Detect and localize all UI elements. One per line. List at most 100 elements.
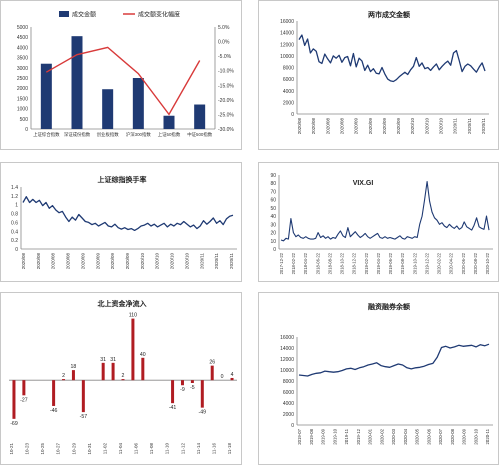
x-tick-label: 2019-04-22 <box>376 252 381 274</box>
bar <box>122 379 125 380</box>
x-tick-label: 2020/10 <box>184 253 189 270</box>
y-tick-label: 1500 <box>17 96 28 102</box>
x-tick-label: 2020/09 <box>110 253 115 270</box>
x-tick-label: 中证500指数 <box>187 131 212 138</box>
data-label: 4 <box>231 372 234 378</box>
x-tick-label: 2020-09 <box>462 428 467 444</box>
x-tick-label: 11-12 <box>180 443 185 455</box>
x-tick-label: 2019-07 <box>297 428 302 444</box>
x-tick-label: 2018-06-22 <box>315 252 320 274</box>
y-tick-label: 20 <box>270 231 276 237</box>
bar <box>82 380 85 412</box>
x-tick-label: 2020/09 <box>368 118 373 135</box>
x-tick-label: 11-16 <box>211 443 216 455</box>
bar <box>133 78 144 129</box>
x-tick-label: 创业板指数 <box>97 131 120 138</box>
bar <box>102 363 105 380</box>
x-tick-label: 2020/11 <box>199 253 204 269</box>
margin-chart: 融资融券余额0200040006000800010000120001400016… <box>259 293 499 466</box>
y-tick-label: 10000 <box>280 368 294 374</box>
bar <box>231 378 234 380</box>
x-tick-label: 2020-05 <box>415 428 420 444</box>
x-tick-label: 2017-12-22 <box>279 252 284 274</box>
data-label: 31 <box>110 357 116 363</box>
data-label: 2 <box>122 373 125 379</box>
x-tick-label: 11-10 <box>165 443 170 455</box>
data-label: 0 <box>221 374 224 380</box>
x-tick-label: 2019-12-22 <box>424 252 429 274</box>
x-tick-label: 2020/09 <box>354 118 359 135</box>
bar <box>191 380 194 383</box>
y-tick-label: 6000 <box>283 77 294 83</box>
bar <box>201 380 204 407</box>
y-tick-label: 0.4 <box>11 229 18 235</box>
y-tick-label: 16000 <box>280 19 294 25</box>
y-tick-label: 12000 <box>280 357 294 363</box>
x-tick-label: 10-25 <box>40 443 45 455</box>
y-tick-label: 2000 <box>17 86 28 92</box>
data-label: 40 <box>140 352 146 358</box>
x-tick-label: 2020-06 <box>426 428 431 444</box>
x-tick-label: 2020/10 <box>155 253 160 270</box>
y-tick-label: 5000 <box>17 25 28 31</box>
x-tick-label: 2019-10-22 <box>412 252 417 274</box>
chart-title: 融资融券余额 <box>368 302 410 311</box>
data-label: 2 <box>62 373 65 379</box>
x-tick-label: 10-21 <box>9 443 14 455</box>
chart-title: VIX.GI <box>353 180 374 187</box>
right-y-tick-label: -25.0% <box>218 112 234 118</box>
x-tick-label: 2020/08 <box>339 118 344 135</box>
x-tick-label: 2019-10 <box>332 428 337 444</box>
x-tick-label: 2020/11 <box>481 118 486 134</box>
y-tick-label: 500 <box>20 117 29 123</box>
right-y-tick-label: -30.0% <box>218 127 234 133</box>
y-tick-label: 0 <box>291 112 294 118</box>
x-tick-label: 2020-04 <box>403 428 408 444</box>
data-label: 26 <box>209 360 215 366</box>
x-tick-label: 10-23 <box>25 443 30 455</box>
y-tick-label: 0 <box>15 247 18 253</box>
x-tick-label: 2020/11 <box>214 253 219 269</box>
y-tick-label: 0 <box>291 423 294 429</box>
x-tick-label: 2020-02-22 <box>437 252 442 274</box>
series-line <box>281 182 489 241</box>
y-tick-label: 0.6 <box>11 220 18 226</box>
x-tick-label: 2020/08 <box>325 118 330 135</box>
bar <box>194 105 205 129</box>
x-tick-label: 2018-12-22 <box>352 252 357 274</box>
x-tick-label: 2020/09 <box>396 118 401 135</box>
y-tick-label: 2000 <box>283 412 294 418</box>
x-tick-label: 2019-12 <box>356 428 361 444</box>
x-tick-label: 2020/09 <box>80 253 85 270</box>
y-tick-label: 0 <box>25 127 28 133</box>
data-label: -49 <box>199 410 207 416</box>
y-tick-label: 80 <box>270 181 276 187</box>
bar <box>141 358 144 380</box>
bar <box>102 89 113 129</box>
y-tick-label: 14000 <box>280 346 294 352</box>
x-tick-label: 2020-11 <box>485 428 490 444</box>
x-tick-label: 2020-03 <box>391 428 396 444</box>
y-tick-label: 1.2 <box>11 194 18 200</box>
x-tick-label: 2018-08-22 <box>327 252 332 274</box>
bar <box>112 363 115 380</box>
legend-label-line: 成交额变化幅度 <box>138 11 180 19</box>
bar <box>52 380 55 406</box>
y-tick-label: 3500 <box>17 56 28 62</box>
x-tick-label: 上证50指数 <box>158 131 181 138</box>
x-tick-label: 2020-07 <box>438 428 443 444</box>
x-tick-label: 2020-08 <box>450 428 455 444</box>
x-tick-label: 2020-06-22 <box>461 252 466 274</box>
x-tick-label: 上证综合指数 <box>33 131 60 138</box>
data-label: 110 <box>129 313 137 319</box>
legend-label-bar: 成交金额 <box>72 11 96 19</box>
x-tick-label: 11-06 <box>134 443 139 455</box>
x-tick-label: 11-14 <box>196 443 201 455</box>
bar <box>62 379 65 380</box>
data-label: -5 <box>190 385 195 391</box>
x-tick-label: 2020/11 <box>467 118 472 134</box>
